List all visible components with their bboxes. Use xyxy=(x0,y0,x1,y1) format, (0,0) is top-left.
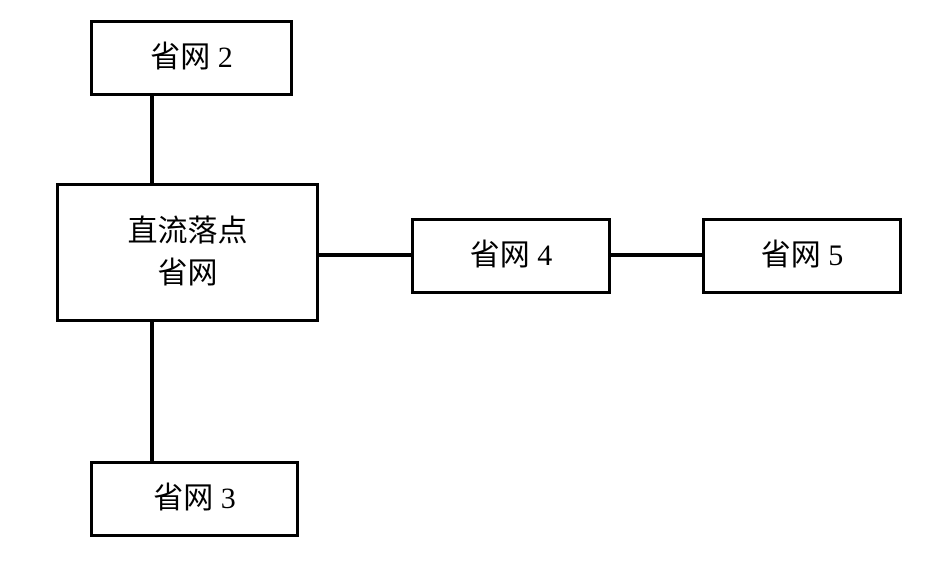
edge-center-bottom xyxy=(150,322,154,461)
node-province-2: 省网 2 xyxy=(90,20,293,96)
node-province-3: 省网 3 xyxy=(90,461,299,537)
edge-right1-right2 xyxy=(611,253,702,257)
node-label: 省网 2 xyxy=(150,37,233,79)
node-province-5: 省网 5 xyxy=(702,218,902,294)
edge-center-right1 xyxy=(319,253,411,257)
node-dc-landing-province: 直流落点 省网 xyxy=(56,183,319,322)
edge-top-center xyxy=(150,96,154,183)
node-label: 省网 4 xyxy=(470,235,553,277)
node-label: 直流落点 省网 xyxy=(128,211,248,295)
node-province-4: 省网 4 xyxy=(411,218,611,294)
node-label: 省网 3 xyxy=(153,478,236,520)
node-label: 省网 5 xyxy=(761,235,844,277)
